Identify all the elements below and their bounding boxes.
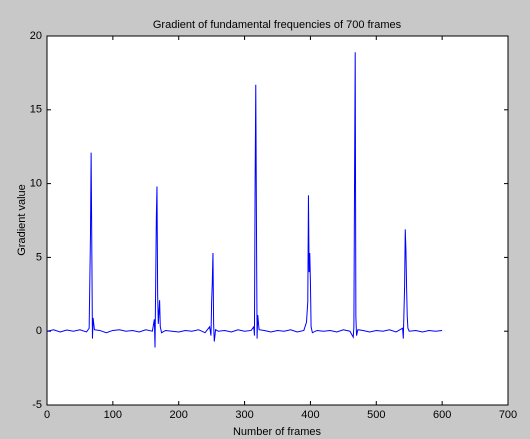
- plot-area: [46, 35, 509, 406]
- x-tick-label: 300: [235, 409, 253, 421]
- y-tick-label: -5: [32, 399, 42, 411]
- x-tick-label: 600: [433, 409, 451, 421]
- x-axis-label: Number of frames: [233, 426, 322, 438]
- x-tick-label: 200: [170, 409, 188, 421]
- y-tick-label: 5: [36, 251, 42, 263]
- chart-title: Gradient of fundamental frequencies of 7…: [153, 19, 402, 31]
- y-tick-label: 20: [30, 30, 42, 42]
- x-tick-label: 700: [499, 409, 517, 421]
- x-tick-label: 100: [104, 409, 122, 421]
- x-tick-label: 400: [301, 409, 319, 421]
- x-tick-label: 0: [44, 409, 50, 421]
- y-tick-label: 0: [36, 325, 42, 337]
- y-tick-label: 10: [30, 178, 42, 190]
- y-axis-label: Gradient value: [16, 184, 28, 256]
- data-line: [46, 52, 443, 348]
- x-tick-label: 500: [367, 409, 385, 421]
- y-tick-label: 15: [30, 104, 42, 116]
